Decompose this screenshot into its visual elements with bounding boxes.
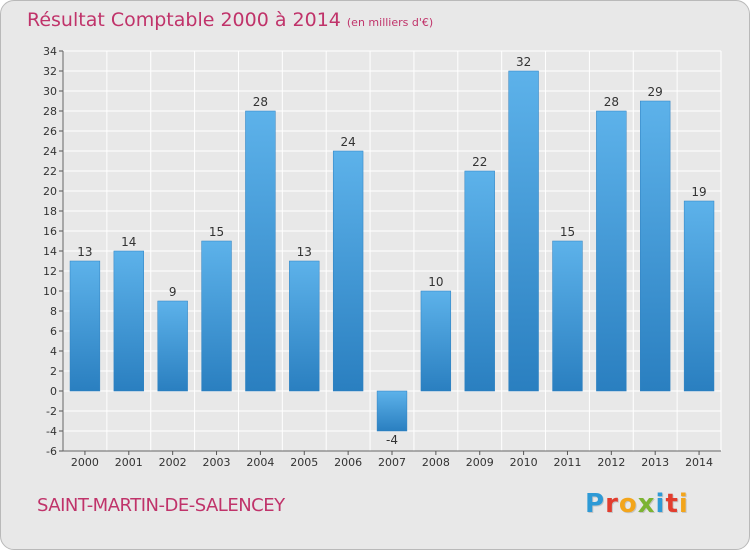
x-tick-label: 2005: [290, 456, 318, 469]
bar-value-label: 28: [604, 95, 619, 109]
y-tick-label: 8: [50, 305, 57, 318]
x-tick-label: 2012: [597, 456, 625, 469]
proxiti-logo: Proxiti: [585, 489, 689, 519]
bar-value-label: 29: [648, 85, 663, 99]
logo-letter: o: [618, 489, 638, 519]
bar-value-label: 22: [472, 155, 487, 169]
y-tick-label: 18: [43, 205, 57, 218]
x-tick-label: 2010: [510, 456, 538, 469]
bar: [640, 100, 671, 392]
logo-letter: P: [585, 489, 606, 519]
y-tick-label: 14: [43, 245, 57, 258]
bar: [552, 240, 583, 392]
bar: [420, 290, 452, 392]
y-tick-label: 6: [50, 325, 57, 338]
bar-value-label: 14: [121, 235, 136, 249]
bars: 13 14 9 15 28 13 24 -4 10 22 32 15 28 29 19: [69, 55, 715, 447]
bar-value-label: 10: [428, 275, 443, 289]
chart-title: Résultat Comptable 2000 à 2014 (en millie…: [27, 9, 433, 31]
logo-letter: r: [605, 489, 619, 519]
x-tick-label: 2007: [378, 456, 406, 469]
bar: [464, 170, 495, 392]
logo-letter: i: [655, 489, 666, 519]
bar: [683, 200, 715, 392]
bar-value-label: 19: [691, 185, 706, 199]
y-tick-label: 32: [43, 65, 57, 78]
y-tick-label: 26: [43, 125, 57, 138]
bar-value-label: 15: [209, 225, 224, 239]
y-tick-label: 2: [50, 365, 57, 378]
bar: [376, 390, 408, 432]
bar: [157, 300, 188, 392]
y-tick-label: 28: [43, 105, 57, 118]
bar: [596, 110, 627, 392]
x-tick-label: 2014: [685, 456, 713, 469]
bar-value-label: 24: [340, 135, 355, 149]
x-tick-label: 2002: [159, 456, 187, 469]
x-tick-label: 2000: [71, 456, 99, 469]
x-tick-label: 2008: [422, 456, 450, 469]
bar-value-label: 28: [253, 95, 268, 109]
bar: [201, 240, 232, 392]
y-tick-label: 34: [43, 45, 57, 58]
x-tick-label: 2003: [203, 456, 231, 469]
y-tick-label: 16: [43, 225, 57, 238]
y-tick-label: 22: [43, 165, 57, 178]
chart-title-text: Résultat Comptable 2000 à 2014: [27, 9, 341, 31]
logo-letter: i: [678, 489, 689, 519]
y-tick-label: 0: [50, 385, 57, 398]
y-tick-label: -6: [46, 445, 57, 458]
bar: [245, 110, 276, 392]
chart-subtitle: (en milliers d'€): [346, 16, 434, 29]
axes: -6-4-20246810121416182022242628303234200…: [43, 45, 721, 469]
y-tick-label: 20: [43, 185, 57, 198]
x-tick-label: 2013: [641, 456, 669, 469]
logo-letter: t: [665, 489, 679, 519]
logo-letter: x: [637, 489, 656, 519]
bar-value-label: 32: [516, 55, 531, 69]
commune-name: SAINT-MARTIN-DE-SALENCEY: [37, 495, 285, 516]
bar-value-label: -4: [386, 433, 398, 447]
x-tick-label: 2009: [466, 456, 494, 469]
bar-value-label: 15: [560, 225, 575, 239]
bar: [508, 70, 539, 392]
bar-value-label: 13: [297, 245, 312, 259]
y-tick-label: -2: [46, 405, 57, 418]
y-tick-label: 24: [43, 145, 57, 158]
x-tick-label: 2011: [553, 456, 581, 469]
bar: [113, 250, 144, 392]
bar: [69, 260, 101, 392]
x-tick-label: 2004: [246, 456, 274, 469]
y-tick-label: 10: [43, 285, 57, 298]
bar: [289, 260, 320, 392]
bar-value-label: 9: [169, 285, 177, 299]
y-tick-label: 30: [43, 85, 57, 98]
y-tick-label: -4: [46, 425, 57, 438]
x-tick-label: 2006: [334, 456, 362, 469]
bar-value-label: 13: [77, 245, 92, 259]
y-tick-label: 12: [43, 265, 57, 278]
bar: [332, 150, 364, 392]
x-tick-label: 2001: [115, 456, 143, 469]
y-tick-label: 4: [50, 345, 57, 358]
